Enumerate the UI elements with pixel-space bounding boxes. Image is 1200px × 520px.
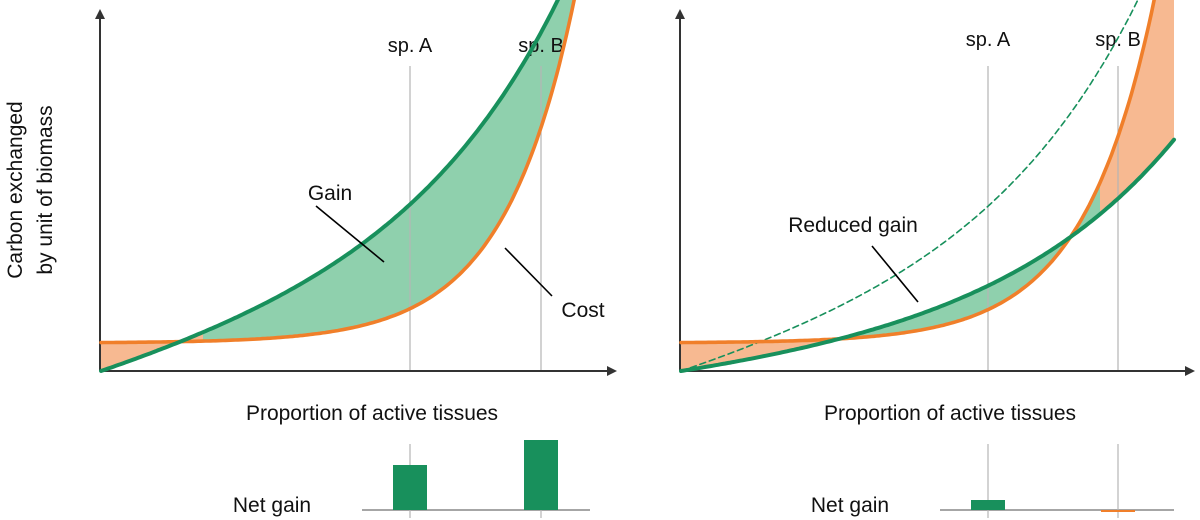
right-original-gain-dashed-curve [680, 0, 1139, 372]
right-panel: sp. A sp. B Reduced gain Proportion of a… [675, 0, 1195, 518]
right-reduced-gain-label: Reduced gain [788, 214, 918, 237]
right-net-gain-bar-sp-b [1101, 510, 1135, 512]
left-gain-label: Gain [308, 182, 352, 205]
right-net-gain-chart: Net gain [811, 444, 1174, 518]
left-gain-leader-line [315, 205, 385, 263]
left-net-gain-label: Net gain [233, 494, 311, 517]
left-gain-area [203, 0, 575, 342]
y-axis-label-line2: by unit of biomass [34, 105, 57, 274]
right-sp-b-label: sp. B [1095, 29, 1141, 51]
left-x-axis-label: Proportion of active tissues [246, 402, 498, 425]
left-sp-a-label: sp. A [388, 35, 433, 57]
left-sp-b-label: sp. B [518, 35, 564, 57]
left-panel: sp. A sp. B Gain Cost Proportion of acti… [95, 0, 617, 518]
left-net-gain-bar-sp-a [393, 465, 427, 510]
left-net-gain-bar-sp-b [524, 440, 558, 510]
right-x-axis-label: Proportion of active tissues [824, 402, 1076, 425]
left-gain-curve [99, 0, 561, 373]
right-reduced-gain-leader-line [871, 245, 919, 303]
right-sp-a-label: sp. A [966, 29, 1011, 51]
right-cost-curve [679, 0, 1156, 345]
left-cost-leader-line [504, 247, 553, 297]
left-net-gain-chart: Net gain [233, 440, 590, 518]
right-reduced-gain-curve [679, 137, 1176, 373]
right-gain-area [845, 182, 1100, 339]
right-net-gain-label: Net gain [811, 494, 889, 517]
right-net-gain-bar-sp-a [971, 500, 1005, 510]
left-cost-label: Cost [561, 299, 604, 322]
y-axis-label-line1: Carbon exchanged [4, 101, 27, 278]
